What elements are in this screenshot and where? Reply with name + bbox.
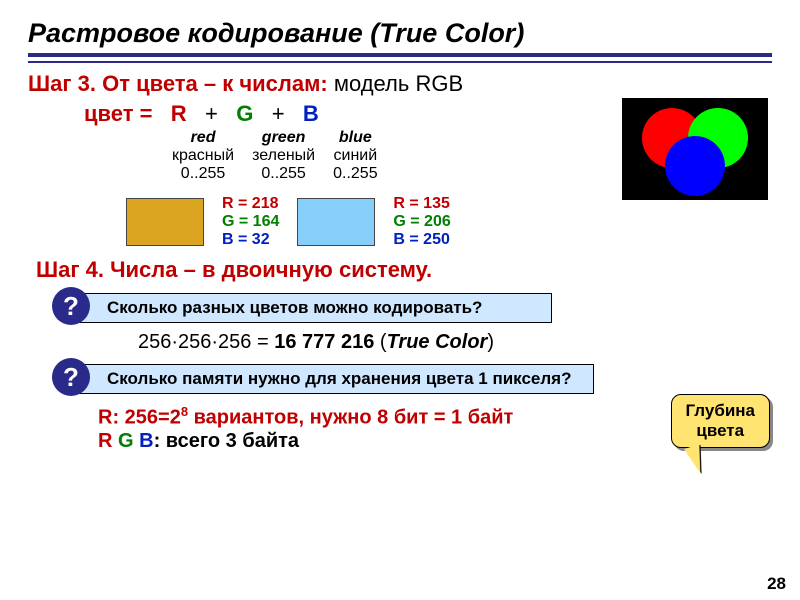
callout-l1: Глубина (686, 401, 756, 421)
a1-pre: R: 256=2 (98, 407, 181, 429)
calc-mid: ( (374, 331, 386, 353)
col-green-range: 0..255 (252, 165, 315, 183)
swatch-1 (126, 198, 204, 246)
col-blue-range: 0..255 (333, 165, 377, 183)
question-mark-icon: ? (52, 287, 90, 325)
formula-plus2: + (272, 101, 285, 126)
rgb-venn-diagram (622, 98, 768, 200)
s1-r: R = 218 (222, 195, 279, 213)
col-green: green зеленый 0..255 (252, 129, 315, 183)
formula-b: B (303, 101, 319, 126)
title-rule (28, 53, 772, 63)
calc-num: 16 777 216 (274, 331, 374, 353)
s2-g: G = 206 (393, 213, 450, 231)
calc-end: ) (487, 331, 494, 353)
formula-g: G (236, 101, 253, 126)
a2-b: B (139, 430, 153, 452)
col-red: red красный 0..255 (172, 129, 234, 183)
step3-heading: Шаг 3. От цвета – к числам: модель RGB (28, 71, 772, 97)
a1-post: вариантов, нужно 8 бит = 1 байт (188, 407, 513, 429)
question-mark-icon: ? (52, 358, 90, 396)
calc-truecolor: True Color (387, 331, 488, 353)
a2-r: R (98, 430, 118, 452)
s2-r: R = 135 (393, 195, 450, 213)
col-blue-ru: синий (333, 147, 377, 165)
swatch-1-values: R = 218 G = 164 B = 32 (222, 195, 279, 249)
question-1-row: ? Сколько разных цветов можно кодировать… (72, 293, 772, 323)
depth-callout: Глубина цвета (671, 394, 771, 448)
question-1-box: Сколько разных цветов можно кодировать? (72, 293, 552, 323)
calc-lhs: 256·256·256 = (138, 331, 274, 353)
callout-l2: цвета (686, 421, 756, 441)
col-red-ru: красный (172, 147, 234, 165)
a2-g: G (118, 430, 139, 452)
col-blue-en: blue (333, 129, 377, 147)
s1-g: G = 164 (222, 213, 279, 231)
s2-b: B = 250 (393, 231, 450, 249)
formula-r: R (171, 101, 187, 126)
formula-plus1: + (205, 101, 218, 126)
step3-prefix: Шаг 3. От цвета – к числам: (28, 71, 328, 96)
a1-exp: 8 (181, 404, 188, 419)
color-samples: R = 218 G = 164 B = 32 R = 135 G = 206 B… (126, 195, 772, 249)
col-blue: blue синий 0..255 (333, 129, 377, 183)
col-green-ru: зеленый (252, 147, 315, 165)
a2-rest: : всего 3 байта (154, 430, 299, 452)
page-number: 28 (767, 574, 786, 594)
col-red-en: red (172, 129, 234, 147)
step3-suffix: модель RGB (328, 71, 463, 96)
formula-label: цвет = (84, 101, 152, 126)
slide-title: Растровое кодирование (True Color) (28, 18, 772, 49)
col-green-en: green (252, 129, 315, 147)
question-2-row: ? Сколько памяти нужно для хранения цвет… (72, 364, 772, 394)
s1-b: B = 32 (222, 231, 279, 249)
question-2-box: Сколько памяти нужно для хранения цвета … (72, 364, 594, 394)
calculation: 256·256·256 = 16 777 216 (True Color) (138, 331, 772, 354)
col-red-range: 0..255 (172, 165, 234, 183)
step4-heading: Шаг 4. Числа – в двоичную систему. (36, 257, 772, 283)
swatch-2 (297, 198, 375, 246)
swatch-2-values: R = 135 G = 206 B = 250 (393, 195, 450, 249)
